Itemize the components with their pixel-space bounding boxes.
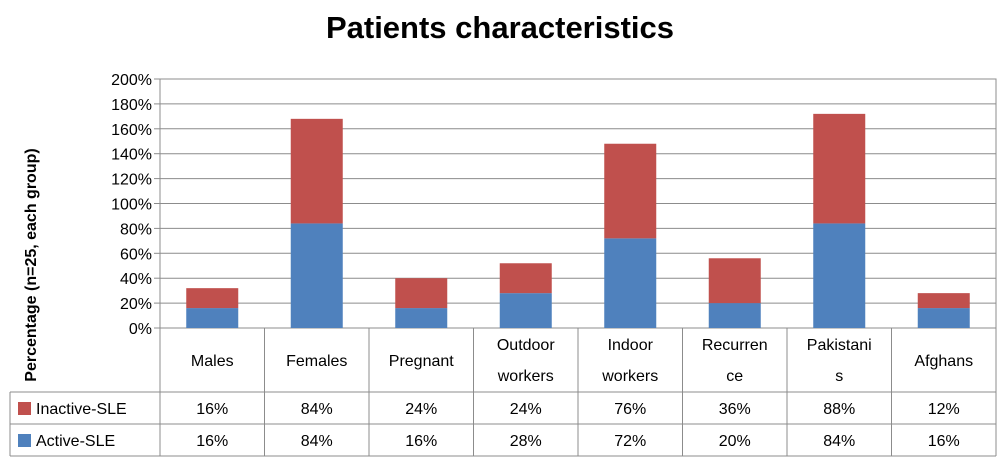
y-tick-label: 80%	[120, 221, 152, 238]
category-label: Pakistani	[807, 337, 872, 354]
bar-inactive-sle	[395, 278, 448, 309]
bar-inactive-sle	[290, 118, 343, 224]
category-label: Indoor	[608, 337, 654, 354]
bar-active-sle	[186, 308, 239, 328]
data-table-value: 36%	[719, 401, 751, 418]
legend-label: Inactive-SLE	[36, 401, 127, 418]
y-tick-label: 140%	[111, 147, 152, 164]
category-label: workers	[497, 368, 554, 385]
data-table-value: 16%	[196, 433, 228, 450]
bar-active-sle	[290, 223, 343, 328]
y-tick-label: 20%	[120, 296, 152, 313]
bar-active-sle	[708, 303, 761, 328]
data-table-value: 16%	[928, 433, 960, 450]
data-table-value: 12%	[928, 401, 960, 418]
y-tick-label: 180%	[111, 97, 152, 114]
bar-inactive-sle	[499, 263, 552, 294]
y-tick-label: 200%	[111, 72, 152, 89]
data-table-value: 72%	[614, 433, 646, 450]
chart-title: Patients characteristics	[325, 10, 675, 45]
category-label: workers	[601, 368, 658, 385]
y-tick-label: 0%	[129, 321, 152, 338]
category-label: Outdoor	[497, 337, 555, 354]
y-tick-label: 160%	[111, 122, 152, 139]
data-table-value: 84%	[823, 433, 855, 450]
legend-label: Active-SLE	[36, 433, 115, 450]
data-table-value: 16%	[196, 401, 228, 418]
data-table-value: 28%	[510, 433, 542, 450]
data-table-value: 88%	[823, 401, 855, 418]
bar-active-sle	[395, 308, 448, 328]
y-tick-label: 40%	[120, 271, 152, 288]
legend-key-inactive-sle	[18, 402, 31, 415]
bar-inactive-sle	[917, 293, 970, 309]
category-label: Females	[286, 353, 347, 370]
y-tick-label: 60%	[120, 246, 152, 263]
bar-active-sle	[813, 223, 866, 328]
legend-key-active-sle	[18, 434, 31, 447]
category-label: ce	[726, 368, 743, 385]
bar-inactive-sle	[186, 288, 239, 309]
data-table-value: 24%	[510, 401, 542, 418]
category-label: s	[835, 368, 843, 385]
data-table-value: 20%	[719, 433, 751, 450]
bar-active-sle	[604, 238, 657, 328]
data-table-value: 24%	[405, 401, 437, 418]
category-label: Recurren	[702, 337, 768, 354]
data-table-value: 84%	[301, 401, 333, 418]
bar-active-sle	[499, 293, 552, 328]
bar-inactive-sle	[604, 143, 657, 239]
data-table-value: 84%	[301, 433, 333, 450]
bar-inactive-sle	[708, 258, 761, 304]
category-label: Males	[191, 353, 234, 370]
data-table-value: 16%	[405, 433, 437, 450]
y-tick-label: 100%	[111, 197, 152, 214]
category-label: Pregnant	[389, 353, 454, 370]
bar-inactive-sle	[813, 113, 866, 224]
y-tick-label: 120%	[111, 172, 152, 189]
data-table-value: 76%	[614, 401, 646, 418]
category-label: Afghans	[914, 353, 973, 370]
bar-active-sle	[917, 308, 970, 328]
